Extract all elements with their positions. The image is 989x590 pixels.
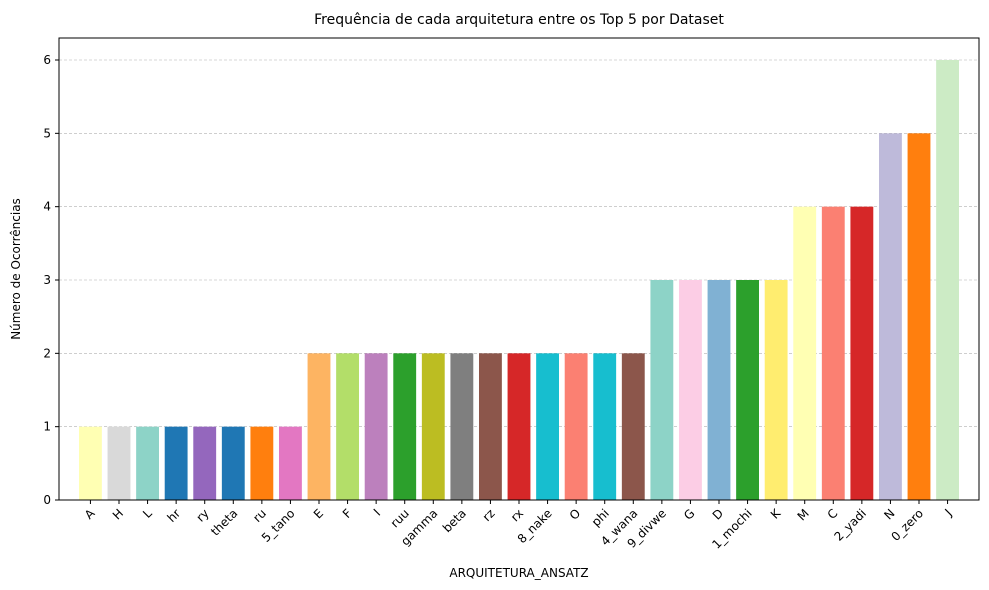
x-tick-label: A xyxy=(82,506,98,522)
bar-E xyxy=(307,353,331,500)
bar-rx xyxy=(507,353,531,500)
x-tick-label: H xyxy=(110,506,126,522)
bar-J xyxy=(936,60,959,500)
y-tick-label: 0 xyxy=(43,493,51,507)
bar-D xyxy=(707,280,731,500)
bar-A xyxy=(79,426,102,500)
x-tick-label: L xyxy=(140,506,155,521)
x-tick-label: theta xyxy=(208,506,240,538)
x-axis-title: ARQUITETURA_ANSATZ xyxy=(449,566,588,580)
bar-ru xyxy=(250,426,274,500)
x-tick-label: I xyxy=(371,506,383,518)
bar-gamma xyxy=(421,353,445,500)
bar-rz xyxy=(479,353,502,500)
bar-K xyxy=(764,280,788,500)
x-tick-label: ruu xyxy=(388,506,412,530)
x-tick-label: phi xyxy=(589,506,612,529)
x-tick-label: D xyxy=(710,506,726,522)
x-tick-label: rz xyxy=(480,506,498,524)
x-tick-label: ry xyxy=(193,506,211,524)
bar-F xyxy=(336,353,359,500)
bar-I xyxy=(364,353,388,500)
x-tick-label: ru xyxy=(250,506,269,525)
bar-beta xyxy=(450,353,474,500)
bar-8_nake xyxy=(536,353,559,500)
y-tick-label: 6 xyxy=(43,53,51,67)
y-tick-label: 4 xyxy=(43,200,51,214)
x-tick-label: beta xyxy=(440,506,469,535)
x-tick-label: C xyxy=(825,506,841,522)
bar-phi xyxy=(593,353,617,500)
bar-H xyxy=(107,426,131,500)
chart-title: Frequência de cada arquitetura entre os … xyxy=(314,12,724,28)
bar-5_tano xyxy=(279,426,302,500)
bar-O xyxy=(564,353,588,500)
bar-L xyxy=(136,426,159,500)
x-tick-label: N xyxy=(881,506,897,522)
bar-hr xyxy=(164,426,188,500)
x-tick-label: O xyxy=(567,506,584,523)
bar-M xyxy=(793,206,817,500)
bar-G xyxy=(679,280,702,500)
bar-ry xyxy=(193,426,217,500)
bar-2_yadi xyxy=(850,206,874,500)
bar-C xyxy=(821,206,845,500)
bar-1_mochi xyxy=(736,280,759,500)
x-tick-label: M xyxy=(795,506,812,523)
bar-ruu xyxy=(393,353,417,500)
y-tick-label: 1 xyxy=(43,420,51,434)
x-tick-label: hr xyxy=(164,506,183,525)
y-tick-label: 5 xyxy=(43,126,51,140)
bar-N xyxy=(879,133,902,501)
y-tick-label: 3 xyxy=(43,273,51,287)
x-tick-label: rx xyxy=(508,506,526,524)
x-tick-label: 0_zero xyxy=(888,506,926,544)
x-tick-label: F xyxy=(340,506,355,521)
bar-0_zero xyxy=(907,133,931,501)
bar-9_divwe xyxy=(650,280,674,500)
x-tick-label: 2_yadi xyxy=(831,506,869,544)
x-tick-label: G xyxy=(681,506,697,522)
x-tick-label: J xyxy=(942,506,955,519)
bar-theta xyxy=(221,426,245,500)
y-tick-label: 2 xyxy=(43,346,51,360)
x-tick-label: E xyxy=(311,506,326,521)
bars xyxy=(79,60,959,501)
bar-4_wana xyxy=(621,353,645,500)
y-axis-title: Número de Ocorrências xyxy=(9,198,23,340)
x-tick-label: K xyxy=(768,505,784,521)
y-axis-ticks: 0 1 2 3 4 5 6 xyxy=(43,53,59,507)
